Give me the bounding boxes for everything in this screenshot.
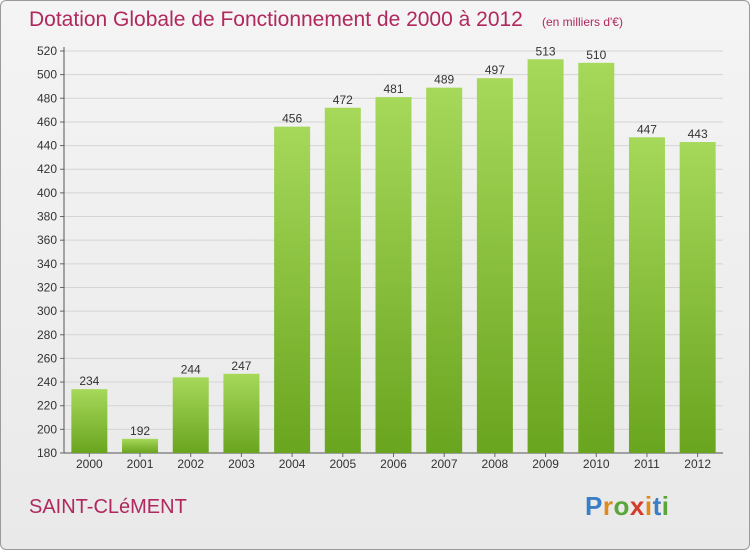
y-tick-label: 360 bbox=[37, 233, 57, 247]
bar-value-label: 513 bbox=[536, 44, 556, 58]
y-tick-label: 340 bbox=[37, 257, 57, 271]
bar-2012 bbox=[679, 142, 716, 453]
y-tick-label: 480 bbox=[37, 91, 57, 105]
y-tick-label: 420 bbox=[37, 162, 57, 176]
logo-letter: P bbox=[585, 491, 603, 521]
logo-letter: x bbox=[629, 491, 645, 521]
y-tick-label: 440 bbox=[37, 139, 57, 153]
y-tick-label: 220 bbox=[37, 399, 57, 413]
bar-value-label: 456 bbox=[282, 112, 302, 126]
bar-2005 bbox=[324, 107, 361, 454]
bar-value-label: 481 bbox=[383, 82, 403, 96]
x-tick-label: 2008 bbox=[482, 457, 509, 471]
bar-2000 bbox=[71, 389, 108, 453]
bar-value-label: 497 bbox=[485, 63, 505, 77]
x-tick-label: 2006 bbox=[380, 457, 407, 471]
y-tick-label: 380 bbox=[37, 210, 57, 224]
x-tick-label: 2003 bbox=[228, 457, 255, 471]
bar-value-label: 472 bbox=[333, 93, 353, 107]
bar-2009 bbox=[527, 59, 564, 454]
bar-2006 bbox=[375, 97, 412, 454]
bar-value-label: 192 bbox=[130, 424, 150, 438]
bar-2008 bbox=[476, 78, 513, 453]
x-tick-label: 2002 bbox=[177, 457, 204, 471]
y-tick-label: 240 bbox=[37, 375, 57, 389]
bar-value-label: 447 bbox=[637, 122, 657, 136]
x-tick-label: 2011 bbox=[634, 457, 660, 471]
y-tick-label: 300 bbox=[37, 304, 57, 318]
logo-letter: i bbox=[661, 491, 670, 521]
bar-2010 bbox=[578, 62, 615, 454]
x-tick-label: 2005 bbox=[329, 457, 356, 471]
y-tick-label: 520 bbox=[37, 44, 57, 58]
bar-2007 bbox=[426, 87, 463, 453]
logo-letter: r bbox=[602, 491, 614, 521]
proxiti-logo: Proxiti bbox=[585, 491, 669, 522]
bars bbox=[71, 59, 716, 454]
bar-value-label: 443 bbox=[688, 127, 708, 141]
bar-2002 bbox=[172, 377, 209, 453]
commune-name: SAINT-CLéMENT bbox=[29, 496, 187, 518]
bar-value-label: 489 bbox=[434, 73, 454, 87]
logo-letter: t bbox=[652, 491, 662, 521]
x-tick-label: 2007 bbox=[431, 457, 458, 471]
bar-2004 bbox=[274, 126, 311, 453]
logo-letter: o bbox=[613, 491, 630, 521]
y-tick-label: 200 bbox=[37, 422, 57, 436]
x-tick-label: 2000 bbox=[76, 457, 103, 471]
x-tick-label: 2012 bbox=[684, 457, 711, 471]
x-tick-label: 2004 bbox=[279, 457, 306, 471]
data-labels: 234 192 244 247 456 472 481 489 497 513 510 447 443 bbox=[79, 44, 708, 438]
x-tick-label: 2010 bbox=[583, 457, 610, 471]
chart-title: Dotation Globale de Fonctionnement de 20… bbox=[29, 8, 523, 31]
y-tick-label: 400 bbox=[37, 186, 57, 200]
bar-2011 bbox=[628, 137, 665, 453]
bar-value-label: 234 bbox=[79, 374, 99, 388]
bar-value-label: 244 bbox=[181, 362, 201, 376]
y-tick-label: 260 bbox=[37, 351, 57, 365]
y-tick-label: 180 bbox=[37, 446, 57, 460]
y-tick-label: 320 bbox=[37, 280, 57, 294]
bar-value-label: 510 bbox=[586, 48, 606, 62]
bar-value-label: 247 bbox=[231, 359, 251, 373]
bar-2003 bbox=[223, 373, 260, 453]
y-tick-label: 460 bbox=[37, 115, 57, 129]
bar-2001 bbox=[122, 438, 159, 453]
y-tick-label: 500 bbox=[37, 68, 57, 82]
x-tick-label: 2001 bbox=[127, 457, 154, 471]
logo-letter: i bbox=[644, 491, 653, 521]
axes: 180 200 220 240 260 280 300 320 340 360 380 400 420 4… bbox=[37, 44, 723, 471]
chart-unit-note: (en milliers d'€) bbox=[542, 15, 623, 29]
y-tick-label: 280 bbox=[37, 328, 57, 342]
x-tick-label: 2009 bbox=[532, 457, 559, 471]
